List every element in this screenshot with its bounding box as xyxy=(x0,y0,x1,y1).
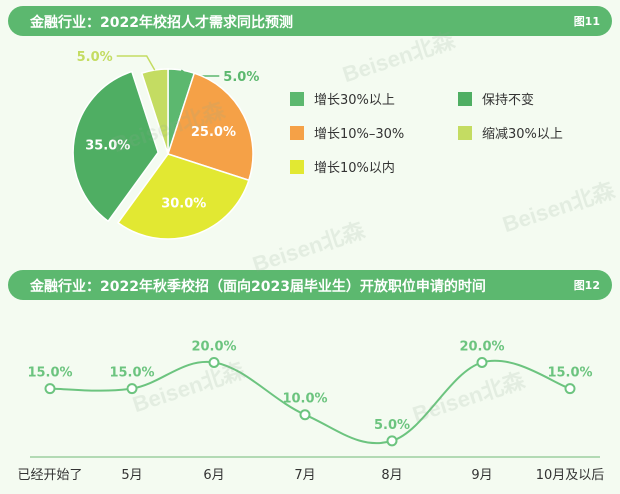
x-tick-label: 10月及以后 xyxy=(536,468,605,483)
pie-panel: 金融行业：2022年校招人才需求同比预测 图11 5.0% 25.0% 30.0% 3… xyxy=(8,6,612,240)
data-label: 10.0% xyxy=(282,392,327,407)
pie-slice xyxy=(116,153,250,240)
legend-swatch xyxy=(290,92,304,106)
data-point xyxy=(476,356,488,368)
legend-label: 缩减30%以上 xyxy=(482,126,563,142)
data-point xyxy=(386,435,398,447)
data-point xyxy=(126,383,138,395)
pie-slice xyxy=(140,68,169,155)
line-panel: 金融行业：2022年秋季校招（面向2023届毕业生）开放职位申请的时间 图12 … xyxy=(0,262,620,494)
data-label: 15.0% xyxy=(27,366,72,381)
legend-label: 增长30%以上 xyxy=(314,93,395,108)
line-figure-label: 图12 xyxy=(573,279,600,292)
legend-swatch xyxy=(458,126,472,140)
pie-slice-label: 25.0% xyxy=(191,125,236,140)
line-title-bar: 金融行业：2022年秋季校招（面向2023届毕业生）开放职位申请的时间 图12 xyxy=(8,270,612,300)
pie-slice xyxy=(167,72,254,182)
x-tick-label: 5月 xyxy=(121,468,142,483)
legend-swatch xyxy=(290,126,304,140)
data-point xyxy=(564,383,576,395)
data-point xyxy=(44,383,56,395)
pie-slice-label: 5.0% xyxy=(77,50,113,65)
line-title: 金融行业：2022年秋季校招（面向2023届毕业生）开放职位申请的时间 xyxy=(30,279,486,295)
pie-chart: 5.0% 25.0% 30.0% 35.0% 5.0% 增长30%以上 保持不变增长10%–… xyxy=(72,50,563,240)
legend-label: 增长10%–30% xyxy=(314,127,404,142)
data-label: 15.0% xyxy=(109,366,154,381)
x-tick-label: 9月 xyxy=(471,468,492,483)
data-label: 15.0% xyxy=(547,366,592,381)
data-point xyxy=(208,356,220,368)
pie-title: 金融行业：2022年校招人才需求同比预测 xyxy=(30,15,293,31)
line-chart: 15.0% 已经开始了 15.0% 5月 20.0% 6月 10.0% 7月 5.0% 8月 20.… xyxy=(17,339,605,483)
pie-title-bar: 金融行业：2022年校招人才需求同比预测 图11 xyxy=(8,6,612,36)
data-label: 20.0% xyxy=(459,339,504,354)
legend-label: 增长10%以内 xyxy=(314,160,395,176)
x-tick-label: 8月 xyxy=(381,468,402,483)
pie-figure-label: 图11 xyxy=(573,15,600,28)
x-tick-label: 7月 xyxy=(294,468,315,483)
data-label: 20.0% xyxy=(191,339,236,354)
legend-swatch xyxy=(290,160,304,174)
pie-leader-line xyxy=(180,69,220,77)
x-tick-label: 6月 xyxy=(203,468,224,483)
pie-slice-label: 5.0% xyxy=(223,70,259,85)
pie-leader-line xyxy=(116,55,156,71)
data-label: 5.0% xyxy=(374,418,410,433)
pie-slice xyxy=(72,70,159,223)
data-point xyxy=(299,409,311,421)
legend-swatch xyxy=(458,92,472,106)
legend-label: 保持不变 xyxy=(482,92,534,108)
pie-slice-label: 30.0% xyxy=(161,197,206,212)
x-tick-label: 已经开始了 xyxy=(17,468,82,483)
pie-slice-label: 35.0% xyxy=(85,138,130,153)
